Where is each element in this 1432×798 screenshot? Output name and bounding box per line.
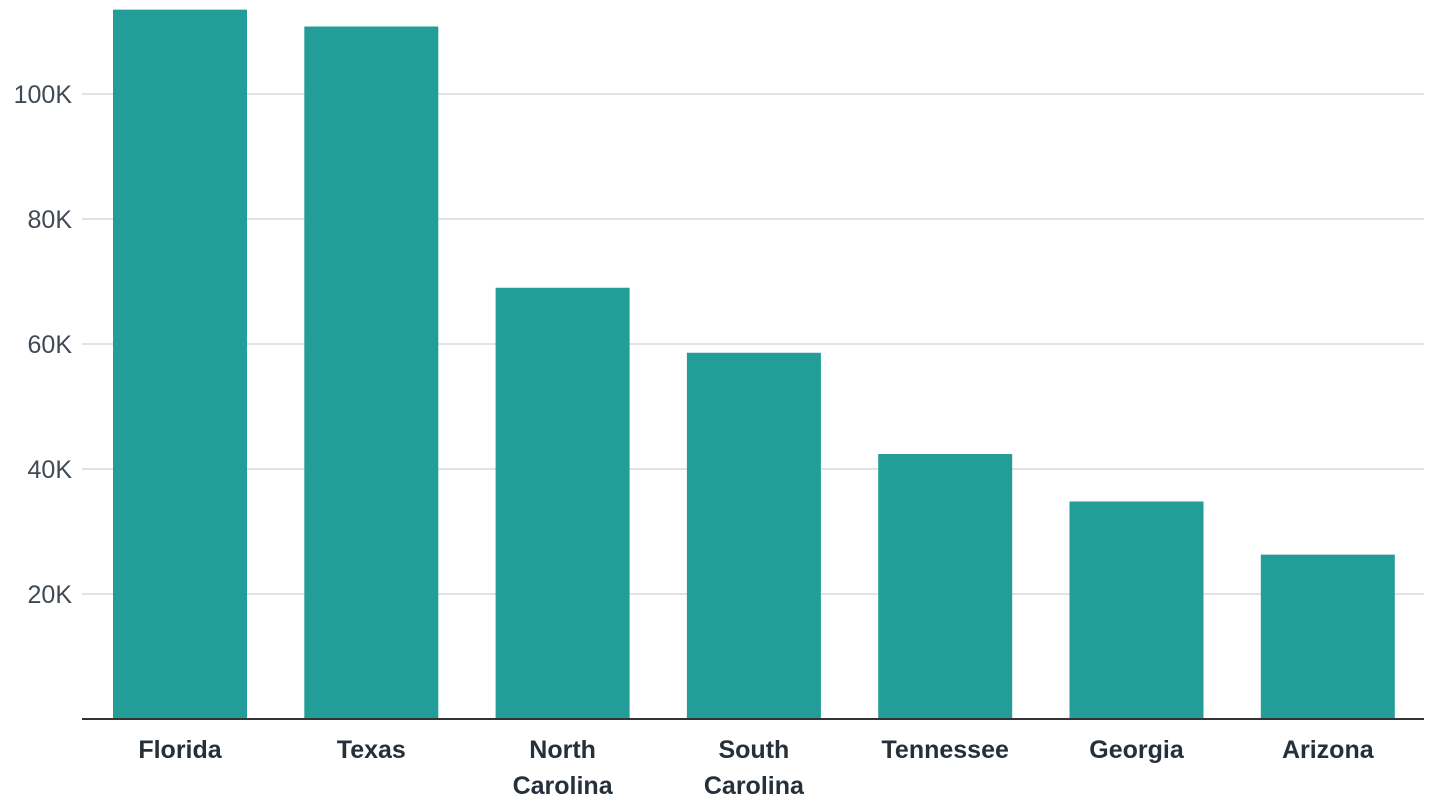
- bar: [113, 9, 247, 719]
- x-tick-label: Georgia: [1089, 736, 1185, 764]
- bar: [1260, 554, 1395, 719]
- bar: [1069, 501, 1204, 719]
- y-tick-label: 20K: [28, 581, 73, 609]
- y-tick-label: 80K: [28, 206, 73, 234]
- y-tick-label: 40K: [28, 456, 73, 484]
- y-axis-tick-labels: 20K 40K 60K 80K 100K: [14, 81, 73, 609]
- bar: [686, 352, 821, 719]
- x-tick-label: North Carolina: [513, 736, 614, 798]
- x-tick-label: South Carolina: [704, 736, 805, 798]
- bars: [113, 9, 1395, 719]
- x-tick-label: Texas: [337, 736, 406, 764]
- x-tick-label: Florida: [138, 736, 222, 764]
- x-tick-label: Tennessee: [882, 736, 1009, 764]
- x-tick-label: Arizona: [1282, 736, 1375, 764]
- y-tick-label: 60K: [28, 331, 73, 359]
- y-tick-label: 100K: [14, 81, 73, 109]
- x-axis-tick-labels: Florida Texas North Carolina South Carolina Te…: [138, 736, 1374, 798]
- bar: [878, 454, 1013, 719]
- bar: [495, 287, 630, 719]
- bar: [304, 26, 439, 719]
